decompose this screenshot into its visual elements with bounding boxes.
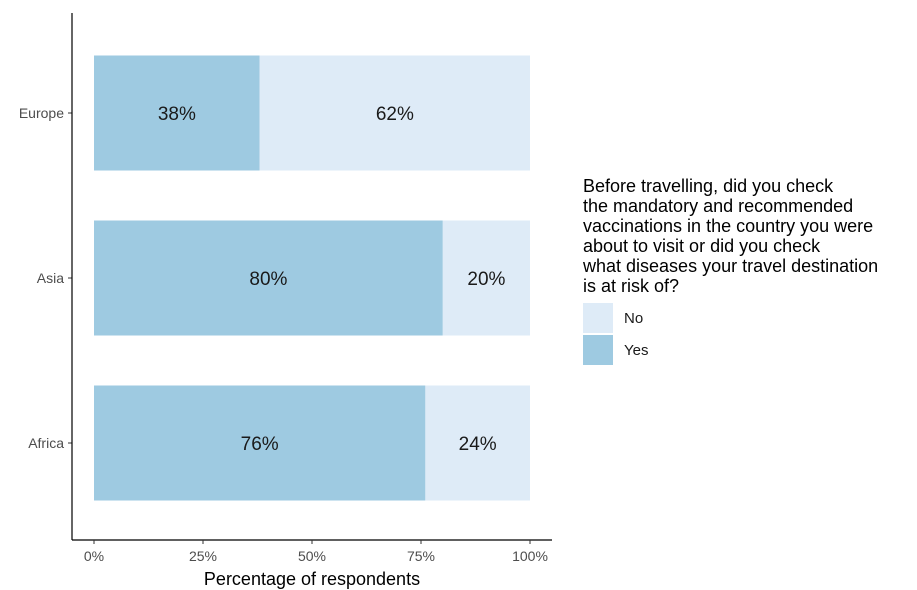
bar-no-asia [442,220,530,336]
data-label-yes-asia: 80% [249,269,287,290]
legend: Before travelling, did you check the mand… [583,176,917,366]
data-label-yes-europe: 38% [158,104,196,125]
bar-no-africa [425,385,530,501]
data-label-yes-africa: 76% [241,434,279,455]
data-label-no-africa: 24% [459,434,497,455]
bars-group [94,55,530,501]
y-tick-label-asia: Asia [37,270,64,286]
legend-title-line: is at risk of? [583,276,680,296]
axes-group: Europe Asia Africa 0% 25% 50% 75% 100% [19,13,552,564]
x-tick-label-25: 25% [189,548,217,564]
x-axis-title: Percentage of respondents [204,569,420,589]
legend-title-line: about to visit or did you check [583,236,821,256]
legend-label-no: No [624,309,644,327]
legend-swatch-no [583,303,613,333]
bar-yes-asia [94,220,443,336]
data-label-no-asia: 20% [467,269,505,290]
legend-item-no: No [583,302,917,334]
x-tick-label-100: 100% [512,548,548,564]
legend-title-line: Before travelling, did you check [583,176,834,196]
y-tick-label-africa: Africa [28,435,64,451]
x-tick-label-75: 75% [407,548,435,564]
bar-labels-group: 38% 62% 80% 20% 76% 24% [158,104,506,455]
bar-yes-europe [94,55,260,171]
legend-title-line: what diseases your travel destination [583,256,879,276]
legend-title: Before travelling, did you check the mand… [583,176,917,296]
y-tick-label-europe: Europe [19,105,64,121]
legend-title-line: the mandatory and recommended [583,196,854,216]
bar-yes-africa [94,385,426,501]
legend-swatch-yes [583,335,613,365]
legend-label-yes: Yes [624,341,649,359]
x-tick-label-0: 0% [84,548,104,564]
data-label-no-europe: 62% [376,104,414,125]
legend-title-line: vaccinations in the country you were [583,216,874,236]
bar-no-europe [259,55,530,171]
legend-item-yes: Yes [583,334,917,366]
x-tick-label-50: 50% [298,548,326,564]
legend-items: No Yes [583,302,917,366]
